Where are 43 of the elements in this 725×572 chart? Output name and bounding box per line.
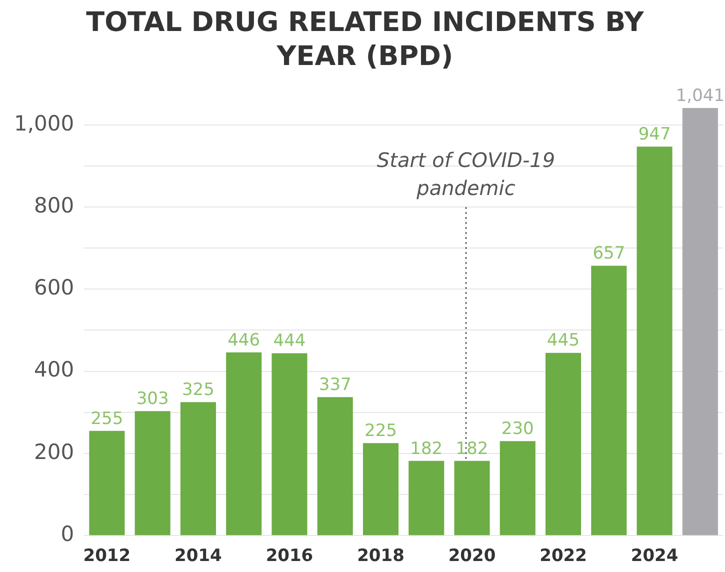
data-label: 445 xyxy=(547,330,580,351)
bar xyxy=(591,266,627,536)
bar xyxy=(500,441,536,536)
data-label: 444 xyxy=(273,331,306,352)
bar xyxy=(454,460,490,536)
data-label: 255 xyxy=(90,408,124,429)
data-label: 1,041 xyxy=(676,86,725,106)
data-label: 303 xyxy=(136,389,169,410)
y-tick-label: 600 xyxy=(34,276,74,300)
ref-line-label: Start of COVID-19 pandemic xyxy=(376,148,556,200)
y-tick-label: 400 xyxy=(34,358,74,382)
bar xyxy=(546,352,582,536)
x-tick-label: 2018 xyxy=(357,546,404,566)
bar xyxy=(226,352,262,536)
x-tick-label: 2012 xyxy=(83,546,131,566)
bar xyxy=(272,353,308,536)
x-tick-label: 2022 xyxy=(540,546,587,566)
bar xyxy=(180,402,216,536)
data-label: 182 xyxy=(410,438,443,459)
bar xyxy=(89,430,125,536)
bar xyxy=(317,397,353,536)
y-tick-label: 800 xyxy=(34,193,74,218)
bar xyxy=(408,460,444,536)
y-tick-label: 200 xyxy=(34,440,74,464)
x-tick-label: 2014 xyxy=(174,546,222,566)
data-label: 337 xyxy=(318,375,352,396)
data-label: 657 xyxy=(592,244,626,264)
data-label: 225 xyxy=(364,421,397,442)
data-label: 182 xyxy=(456,438,488,459)
bar xyxy=(682,108,718,536)
data-label: 325 xyxy=(182,380,214,400)
data-label: 230 xyxy=(501,419,534,440)
x-tick-label: 2024 xyxy=(630,546,678,566)
x-tick-label: 2020 xyxy=(448,546,496,566)
bar xyxy=(134,411,170,536)
data-label: 446 xyxy=(228,330,260,350)
chart-title: TOTAL DRUG RELATED INCIDENTS BY YEAR (BPD) xyxy=(85,6,645,74)
bar xyxy=(636,146,672,536)
x-tick-label: 2016 xyxy=(266,546,314,566)
bar xyxy=(362,443,399,536)
y-tick-label: 0 xyxy=(60,522,74,546)
data-label: 947 xyxy=(638,124,671,145)
y-tick-label: 1,000 xyxy=(14,111,74,136)
